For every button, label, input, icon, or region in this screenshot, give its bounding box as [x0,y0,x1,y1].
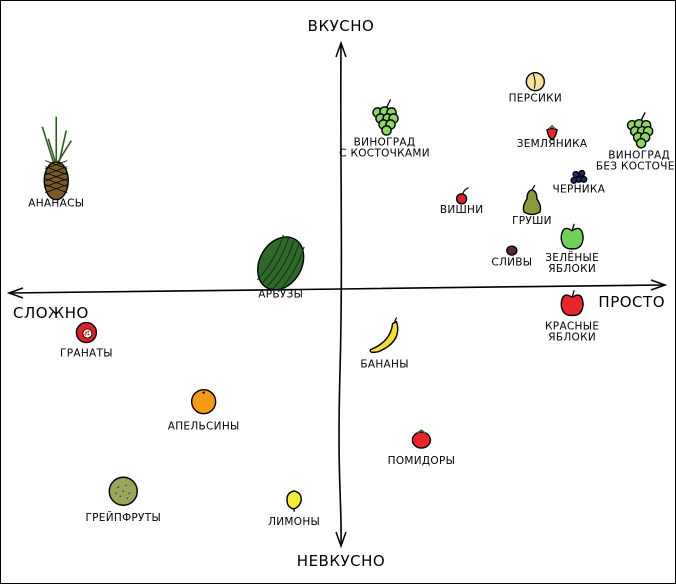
pear-icon [522,184,542,216]
fruit-label: ВИНОГРАД С КОСТОЧКАМИ [339,136,430,159]
fruit-point-peach: ПЕРСИКИ [509,71,562,105]
fruit-label: СЛИВЫ [491,257,532,269]
blueberries-icon [570,169,588,184]
horizontal-axis-arrow-left [6,287,24,299]
fruit-label-line: АРБУЗЫ [258,288,303,300]
fruit-label-line: ЧЕРНИКА [553,183,606,195]
fruit-label-line: АНАНАСЫ [28,198,84,210]
fruit-label: АПЕЛЬСИНЫ [168,421,240,433]
fruit-label-line: ЯБЛОКИ [548,331,596,343]
pomegranate-icon [75,321,98,344]
fruit-point-lemon: ЛИМОНЫ [268,490,320,528]
axes: ВКУСНО НЕВКУСНО СЛОЖНО ПРОСТО [6,17,668,570]
fruit-label-line: ВИНОГРАД [354,136,416,148]
fruit-label-line: ПЕРСИКИ [509,93,562,105]
fruit-point-strawberry: ЗЕМЛЯНИКА [517,124,588,150]
fruit-label: ЧЕРНИКА [553,183,606,195]
fruit-label-line: СЛИВЫ [491,257,532,269]
fruit-point-green-grapes: ВИНОГРАД БЕЗ КОСТОЧЕК [596,111,675,172]
fruit-label-line: С КОСТОЧКАМИ [339,147,430,159]
fruit-label: ВИШНИ [440,204,484,216]
axis-label-right: ПРОСТО [598,293,665,311]
fruit-label: ЗЕЛЁНЫЕ ЯБЛОКИ [545,251,599,275]
tomato-icon [411,429,432,449]
fruit-label: ЛИМОНЫ [268,516,320,528]
fruit-label-line: ЗЕМЛЯНИКА [517,138,588,150]
fruit-point-blueberries: ЧЕРНИКА [553,169,606,195]
horizontal-axis-line [8,284,666,294]
fruit-label-line: ГРУШИ [512,215,552,227]
fruit-label-line: ВИШНИ [440,204,484,216]
orange-icon [190,388,217,415]
fruit-point-plum: СЛИВЫ [491,245,532,269]
watermelon-icon [256,234,305,293]
fruit-point-cherry: ВИШНИ [440,187,484,216]
fruit-label: ВИНОГРАД БЕЗ КОСТОЧЕК [596,149,675,172]
cherry-icon [455,187,469,205]
vertical-axis-arrow-top [335,40,347,58]
green-apple-icon [560,223,584,250]
horizontal-axis-arrow-right [650,279,668,291]
fruit-point-watermelon: АРБУЗЫ [256,234,305,300]
fruit-label: АНАНАСЫ [28,198,84,210]
grapefruit-icon [108,476,138,506]
green-grapes-icon [626,111,654,149]
fruit-point-banana: БАНАНЫ [360,317,408,371]
fruit-point-red-apple: КРАСНЫЕ ЯБЛОКИ [545,290,599,343]
fruit-label-line: АПЕЛЬСИНЫ [168,421,240,433]
fruit-label-line: ЯБЛОКИ [548,263,596,275]
pineapple-icon [41,116,72,201]
fruit-point-pineapple: АНАНАСЫ [28,116,84,210]
fruit-label: ПЕРСИКИ [509,93,562,105]
fruit-point-pomegranate: ГРАНАТЫ [60,321,113,360]
fruit-point-green-grapes: ВИНОГРАД С КОСТОЧКАМИ [339,99,430,159]
green-grapes-icon [372,99,399,136]
fruit-point-tomato: ПОМИДОРЫ [388,429,456,467]
fruit-label-line: КРАСНЫЕ [545,320,599,332]
fruit-label: ЗЕМЛЯНИКА [517,138,588,150]
strawberry-icon [546,124,558,141]
vertical-axis-line [338,44,343,546]
fruit-point-orange: АПЕЛЬСИНЫ [168,388,240,433]
fruit-point-green-apple: ЗЕЛЁНЫЕ ЯБЛОКИ [545,223,599,275]
fruit-label-line: ГРЕЙПФРУТЫ [85,511,161,524]
red-apple-icon [560,290,584,317]
banana-icon [369,317,399,353]
fruit-point-grapefruit: ГРЕЙПФРУТЫ [85,476,161,524]
plum-icon [506,245,518,256]
fruit-label: ПОМИДОРЫ [388,455,456,467]
peach-icon [525,71,545,92]
fruit-label-line: ПОМИДОРЫ [388,455,456,467]
axis-label-bottom: НЕВКУСНО [297,552,385,570]
fruit-label: АРБУЗЫ [258,288,303,300]
fruit-label-line: БЕЗ КОСТОЧЕК [596,160,675,172]
fruit-label: ГРУШИ [512,215,552,227]
axis-label-left: СЛОЖНО [13,304,89,322]
fruit-label-line: ЛИМОНЫ [268,516,320,528]
fruit-label: БАНАНЫ [360,359,408,371]
fruit-label-line: ЗЕЛЁНЫЕ [545,251,599,264]
fruit-label: ГРЕЙПФРУТЫ [85,511,161,524]
axis-label-top: ВКУСНО [308,17,375,35]
fruit-label-line: ВИНОГРАД [608,149,670,161]
lemon-icon [286,490,302,512]
fruit-label: КРАСНЫЕ ЯБЛОКИ [545,320,599,343]
vertical-axis-arrow-bottom [335,531,347,549]
fruit-point-pear: ГРУШИ [512,184,552,227]
fruit-label-line: ГРАНАТЫ [60,348,113,360]
fruit-label: ГРАНАТЫ [60,348,113,360]
fruit-label-line: БАНАНЫ [360,359,408,371]
